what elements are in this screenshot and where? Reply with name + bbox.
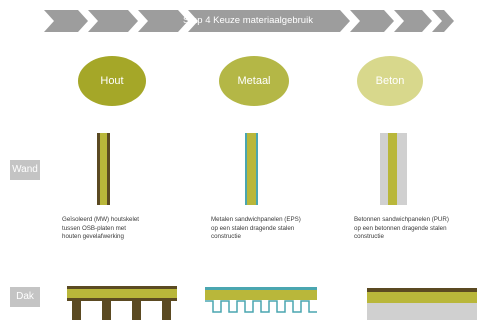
process-step-2 (88, 10, 138, 32)
process-step-7 (432, 10, 454, 32)
current-step-label: Stap 4 Keuze materiaalgebruik (183, 15, 313, 26)
material-name-hout: Hout (100, 75, 124, 87)
process-step-6 (394, 10, 432, 32)
material-description-beton: Betonnen sandwichpanelen (PUR) op een be… (354, 216, 449, 241)
wall-section-metaal (245, 133, 258, 205)
material-description-hout: Geïsoleerd (MW) houtskelet tussen OSB-pl… (62, 216, 140, 241)
material-name-beton: Beton (375, 75, 405, 87)
process-step-5 (350, 10, 394, 32)
material-oval-metaal: Metaal (219, 56, 289, 106)
roof-section-hout (67, 286, 177, 320)
wall-section-beton (380, 133, 407, 205)
process-step-1 (44, 10, 88, 32)
wall-section-hout (97, 133, 110, 205)
row-label-wand: Wand (10, 160, 40, 180)
material-description-metaal: Metalen sandwichpanelen (EPS) op een sta… (211, 216, 301, 241)
process-chevron-row (44, 6, 454, 36)
process-step-3 (138, 10, 188, 32)
roof-section-metaal (205, 287, 317, 313)
roof-section-beton (367, 288, 477, 320)
process-step-4 (188, 10, 350, 32)
row-label-dak: Dak (10, 287, 40, 307)
material-name-metaal: Metaal (237, 75, 271, 87)
material-oval-hout: Hout (78, 56, 146, 106)
process-chevrons (44, 10, 454, 32)
material-oval-beton: Beton (357, 56, 423, 106)
